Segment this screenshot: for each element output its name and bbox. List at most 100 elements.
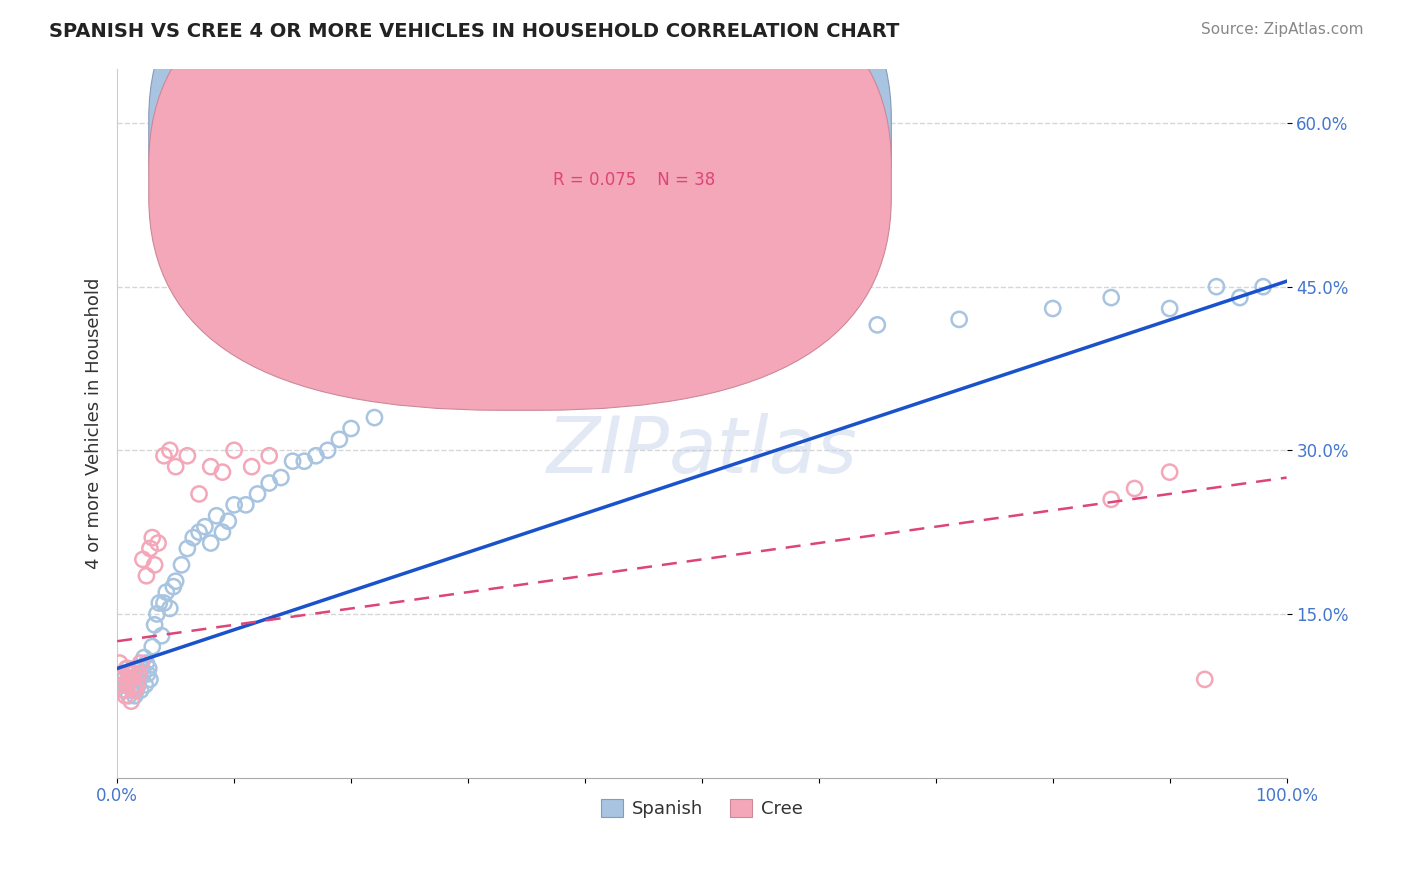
Point [125,683,148,698]
Point [550,340,572,354]
Point [118,673,141,687]
Point [598,334,620,349]
Point [292,454,315,468]
Point [108,656,131,670]
Point [1229,291,1251,305]
Point [143,558,166,572]
Point [114,689,136,703]
Point [270,470,292,484]
Point [737,323,759,337]
Point [124,689,146,703]
Point [120,694,142,708]
Point [117,661,139,675]
Point [139,541,162,556]
Point [121,683,143,698]
Point [1099,291,1122,305]
Point [217,514,239,528]
Point [138,661,160,675]
Point [224,443,246,458]
Point [128,667,150,681]
Point [948,312,970,326]
Point [644,356,666,370]
Point [127,678,149,692]
Point [1123,482,1146,496]
Point [165,574,187,589]
Text: ZIPatlas: ZIPatlas [547,413,858,490]
Point [122,678,145,692]
Point [481,377,503,392]
Point [316,443,339,458]
Point [281,454,304,468]
Point [165,459,187,474]
Point [188,525,211,540]
Point [240,459,263,474]
Point [148,596,170,610]
Point [224,498,246,512]
Point [205,508,228,523]
Legend: Spanish, Cree: Spanish, Cree [593,791,810,825]
Point [124,683,146,698]
Point [246,487,269,501]
Point [170,558,193,572]
Point [1251,279,1274,293]
Point [115,661,138,675]
Point [328,433,350,447]
Point [188,487,211,501]
Point [127,667,149,681]
Point [162,580,184,594]
Point [1042,301,1064,316]
Point [112,683,135,698]
Point [136,667,159,681]
Point [112,678,135,692]
Point [411,377,433,392]
Point [433,384,456,398]
Text: R = 0.686    N = 76: R = 0.686 N = 76 [554,126,716,144]
Point [118,667,141,681]
FancyBboxPatch shape [477,95,776,216]
Point [1194,673,1216,687]
Point [194,519,217,533]
Point [135,568,157,582]
FancyBboxPatch shape [149,0,891,410]
Point [1159,465,1181,479]
Point [135,656,157,670]
Point [141,640,163,654]
Point [1159,301,1181,316]
Text: Source: ZipAtlas.com: Source: ZipAtlas.com [1201,22,1364,37]
Point [122,678,145,692]
Point [141,531,163,545]
Point [176,449,198,463]
Point [134,678,156,692]
Point [1099,492,1122,507]
Point [387,389,409,403]
Point [129,656,152,670]
FancyBboxPatch shape [149,0,891,365]
Point [125,678,148,692]
Point [211,525,233,540]
Point [153,596,176,610]
Point [129,683,152,698]
Point [690,340,713,354]
Point [200,536,222,550]
Point [132,650,155,665]
Point [131,661,153,675]
Point [110,667,132,681]
Point [153,449,176,463]
Point [143,617,166,632]
Point [146,536,169,550]
Point [363,410,385,425]
Point [340,421,363,435]
Point [235,498,257,512]
Point [120,667,142,681]
Point [211,465,233,479]
Point [150,629,173,643]
Point [132,667,155,681]
Point [125,661,148,675]
Point [866,318,889,332]
Point [118,673,141,687]
Point [200,459,222,474]
Point [125,673,148,687]
Point [257,449,280,463]
Point [112,673,135,687]
Point [305,449,328,463]
